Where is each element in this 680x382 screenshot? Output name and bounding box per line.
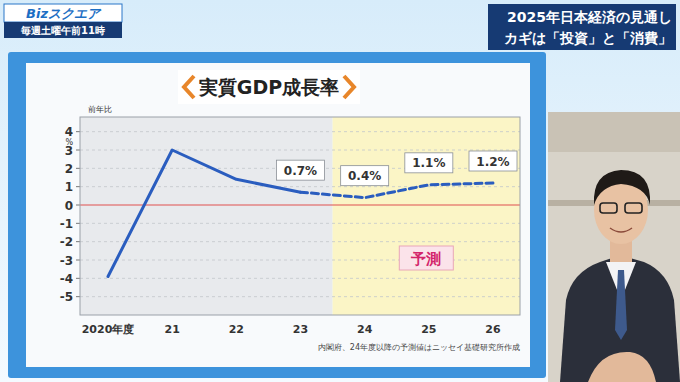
x-tick-label: 24 — [357, 323, 373, 336]
data-label-box — [341, 166, 389, 186]
panel-frame — [8, 52, 546, 378]
y-tick — [76, 223, 80, 224]
studio-bg — [548, 112, 680, 382]
actual-region — [80, 117, 333, 315]
y-tick-label: -4 — [60, 272, 73, 286]
grid-line — [80, 131, 520, 132]
grid-line — [80, 260, 520, 261]
plot-data — [108, 150, 493, 277]
y-tick — [76, 131, 80, 132]
headline: 2025年日本経済の見通し — [507, 9, 672, 25]
data-label: 1.1% — [412, 156, 445, 170]
x-tick-label: 23 — [293, 323, 308, 336]
y-tick — [76, 241, 80, 242]
grid-line — [80, 223, 520, 224]
series-line — [301, 183, 494, 198]
tie — [615, 270, 627, 340]
studio-shelf — [548, 112, 680, 152]
data-label-box — [405, 153, 453, 173]
series-line — [108, 150, 301, 277]
y-tick — [76, 278, 80, 279]
y-axis-label: 前年比 — [88, 105, 112, 114]
background — [0, 0, 680, 382]
headline-box — [488, 4, 676, 50]
hands — [588, 352, 656, 382]
grid-line — [80, 150, 520, 151]
y-tick-label: 1 — [65, 180, 73, 194]
y-tick — [76, 150, 80, 151]
chart-title: 実質GDP成長率 — [198, 76, 339, 98]
schedule-box — [4, 22, 122, 38]
mouth — [610, 228, 632, 232]
x-tick-label: 25 — [421, 323, 436, 336]
x-tick-label: 21 — [165, 323, 180, 336]
y-tick-label: -2 — [60, 235, 73, 249]
x-tick-label: 22 — [229, 323, 244, 336]
plot-frame — [80, 117, 520, 315]
y-tick — [76, 168, 80, 169]
y-tick-label: 0 — [65, 199, 73, 213]
y-tick — [76, 205, 80, 206]
y-tick — [76, 260, 80, 261]
annotation-box — [399, 246, 453, 270]
panel — [26, 63, 530, 367]
source: 内閣府、24年度以降の予測値はニッセイ基礎研究所作成 — [318, 343, 520, 352]
logo-box — [4, 4, 122, 22]
grid-line — [80, 241, 520, 242]
y-tick-label: -5 — [60, 290, 73, 304]
x-tick-label: 26 — [485, 323, 501, 336]
screen: Bizスクエア毎週土曜午前11時 2025年日本経済の見通しカギは「投資」と「消費… — [0, 0, 680, 382]
grid-line — [80, 278, 520, 279]
data-label: 0.7% — [284, 164, 317, 178]
y-tick-label: -1 — [60, 217, 73, 231]
hair — [594, 170, 650, 205]
y-tick-label: -3 — [60, 254, 73, 268]
title-box — [178, 70, 360, 104]
suit — [560, 258, 680, 382]
annotation: 予測 — [410, 250, 441, 268]
data-label: 0.4% — [348, 169, 381, 183]
schedule: 毎週土曜午前11時 — [20, 25, 105, 36]
logo: Bizスクエア — [26, 6, 102, 21]
presenter — [548, 112, 680, 382]
y-tick-label: 2 — [65, 162, 73, 176]
data-label: 1.2% — [476, 155, 509, 169]
y-tick — [76, 296, 80, 297]
data-label-box — [277, 160, 325, 180]
title-ornament — [344, 76, 354, 98]
grid-line — [80, 296, 520, 297]
grid-line — [80, 186, 520, 187]
data-label-box — [469, 151, 517, 171]
glasses — [625, 203, 642, 213]
title-ornament — [184, 76, 194, 98]
x-tick-label: 2020年度 — [82, 323, 135, 336]
y-tick — [76, 186, 80, 187]
glasses — [600, 203, 617, 213]
forecast-region — [333, 117, 520, 315]
headline: カギは「投資」と「消費」 — [504, 30, 672, 46]
y-unit: % — [65, 138, 73, 147]
